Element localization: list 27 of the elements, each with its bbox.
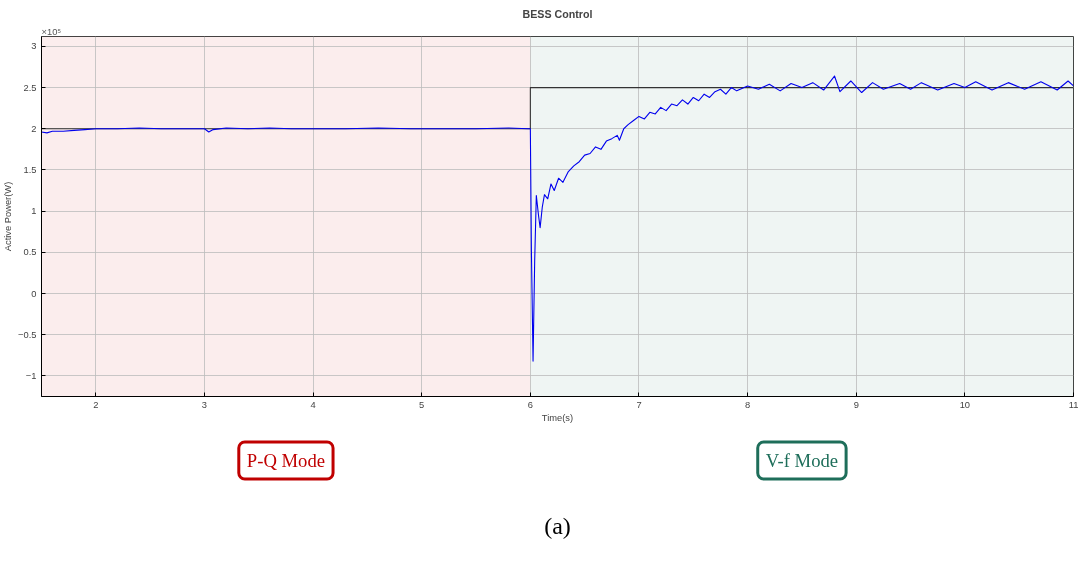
y-tick-label: 1.5 [23,164,37,175]
text: ×10⁵ [41,26,62,37]
x-tick-label: 11 [1068,399,1079,410]
band-label: P-Q Mode [246,450,326,471]
chart-title: BESS Control [522,7,593,20]
text: (a) [544,512,571,539]
x-tick-label: 6 [527,399,533,410]
x-tick-label: 5 [419,399,425,410]
y-tick-label: 0.5 [23,247,37,258]
x-tick-label: 3 [201,399,208,410]
y-tick-label: 0 [31,288,37,299]
y-tick-label: 1 [31,206,37,217]
x-tick-label: 2 [93,399,99,410]
x-tick-label: 4 [310,399,316,410]
y-tick-label: −1 [25,370,37,381]
band-label: V-f Mode [765,450,839,471]
y-tick-label: 3 [31,41,37,52]
y-tick-label: 2.5 [23,82,37,93]
x-tick-label: 9 [853,399,859,410]
y-tick-label: −0.5 [18,329,37,340]
x-axis-title: Time(s) [541,412,574,423]
line-series [41,75,1074,362]
y-axis-title: Active Power(W) [3,181,14,252]
x-tick-label: 7 [636,399,642,410]
x-tick-label: 10 [959,399,971,410]
x-tick-label: 8 [745,399,751,410]
y-tick-label: 2 [31,123,37,134]
